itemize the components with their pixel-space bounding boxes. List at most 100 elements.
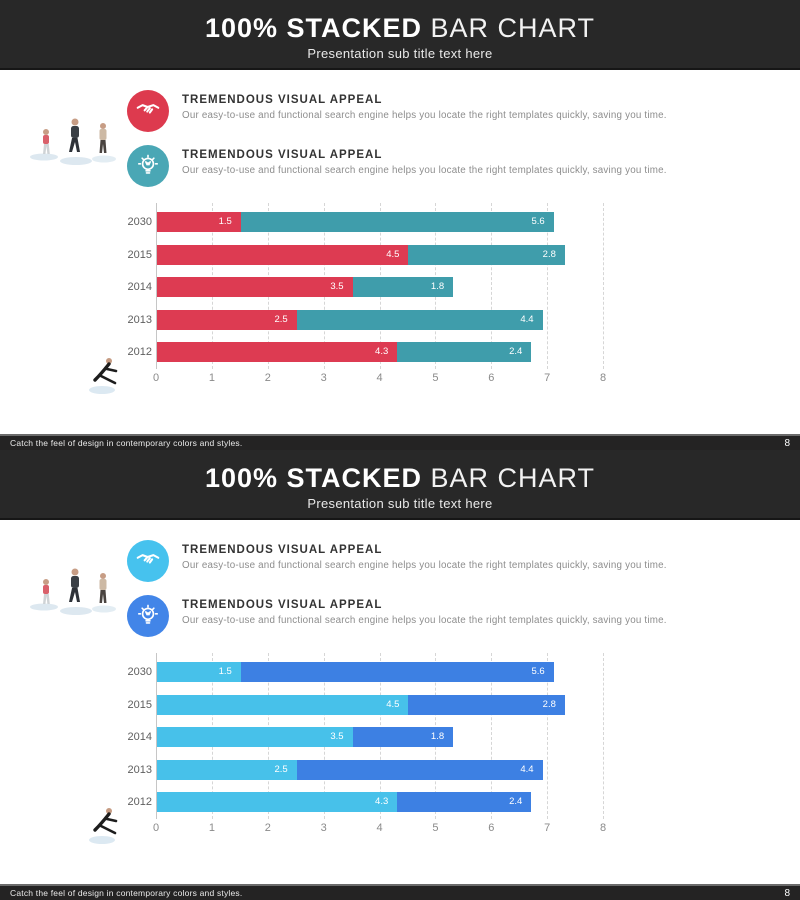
feature-title: TREMENDOUS VISUAL APPEAL (182, 94, 383, 106)
category-label: 2014 (127, 731, 152, 743)
axis-tick-label: 2 (264, 372, 271, 384)
slide-header: 100% STACKED BAR CHART Presentation sub … (0, 450, 800, 520)
chart-plot-area: 1.5 5.6 4.5 2.8 3.5 1.8 2.5 4.4 4.3 2.4 (156, 653, 604, 819)
slide-1: 100% STACKED BAR CHART Presentation sub … (0, 0, 800, 450)
gridline (491, 653, 493, 819)
bar-value-label: 3.5 (330, 281, 344, 292)
feature-title: TREMENDOUS VISUAL APPEAL (182, 149, 383, 161)
bar-row: 1.5 5.6 (157, 662, 604, 682)
category-label: 2012 (127, 796, 152, 808)
axis-tick-label: 1 (208, 372, 215, 384)
page-number: 8 (784, 887, 790, 899)
slide-footer: Catch the feel of design in contemporary… (0, 884, 800, 900)
category-axis: 2030 2015 2014 2013 2012 (118, 203, 152, 373)
gridline (603, 203, 604, 369)
category-label: 2030 (127, 666, 152, 678)
feature-title: TREMENDOUS VISUAL APPEAL (182, 544, 383, 556)
bar-row: 3.5 1.8 (157, 277, 604, 297)
feature-text: TREMENDOUS VISUAL APPEAL Our easy-to-use… (182, 599, 682, 626)
lightbulb-icon (127, 595, 169, 637)
slide-subtitle: Presentation sub title text here (307, 46, 493, 61)
bar-segment-series-a: 4.5 (157, 694, 409, 715)
bar-row: 4.3 2.4 (157, 792, 604, 812)
axis-tick-label: 0 (152, 822, 160, 834)
stacked-bar-chart: 2030 2015 2014 2013 2012 1.5 5.6 4.5 2.8 3.5 1.8 2… (118, 653, 658, 843)
bar-segment-series-a: 4.5 (157, 244, 409, 265)
axis-tick-label: 4 (376, 822, 383, 834)
category-label: 2013 (127, 763, 152, 776)
bar-segment-series-b: 1.8 (352, 727, 454, 747)
bar-segment-series-b: 5.6 (240, 212, 554, 232)
bar-value-label: 1.5 (218, 216, 232, 227)
bar-value-label: 2.8 (542, 698, 556, 710)
feature-list: TREMENDOUS VISUAL APPEAL Our easy-to-use… (127, 88, 687, 198)
category-label: 2012 (127, 346, 152, 358)
bar-row: 2.5 4.4 (157, 759, 604, 780)
bar-segment-series-a: 4.3 (157, 342, 398, 362)
bar-value-label: 4.4 (520, 763, 534, 775)
gridline (156, 203, 157, 369)
axis-tick-label: 2 (264, 822, 271, 834)
axis-tick-label: 6 (488, 822, 495, 834)
bar-value-label: 5.6 (531, 216, 545, 227)
skater-illustration (89, 808, 118, 844)
slide-title-light: BAR CHART (430, 463, 596, 493)
slide-title-light: BAR CHART (430, 13, 596, 43)
gridline (547, 203, 549, 369)
bar-value-label: 4.5 (386, 248, 400, 260)
feature-text: TREMENDOUS VISUAL APPEAL Our easy-to-use… (182, 544, 682, 571)
bar-value-label: 4.3 (375, 796, 389, 807)
bar-segment-series-a: 4.3 (157, 792, 398, 812)
feature-item: TREMENDOUS VISUAL APPEAL Our easy-to-use… (127, 143, 687, 198)
bar-segment-series-b: 2.8 (408, 244, 565, 265)
bar-row: 4.3 2.4 (157, 342, 604, 362)
bar-segment-series-b: 4.4 (296, 759, 543, 780)
feature-item: TREMENDOUS VISUAL APPEAL Our easy-to-use… (127, 538, 687, 593)
handshake-icon (127, 90, 169, 132)
category-label: 2015 (127, 698, 152, 711)
bar-value-label: 2.5 (274, 313, 288, 325)
axis-tick-label: 4 (376, 372, 383, 384)
bar-value-label: 4.5 (386, 698, 400, 710)
axis-tick-label: 0 (152, 372, 160, 384)
feature-title: TREMENDOUS VISUAL APPEAL (182, 599, 383, 611)
axis-tick-label: 1 (208, 822, 215, 834)
bar-value-label: 3.5 (330, 731, 344, 742)
axis-tick-label: 7 (544, 372, 551, 384)
handshake-icon (127, 540, 169, 582)
bar-segment-series-b: 4.4 (296, 309, 543, 330)
bar-value-label: 1.8 (430, 731, 445, 742)
footer-note: Catch the feel of design in contemporary… (10, 438, 243, 448)
footer-note: Catch the feel of design in contemporary… (10, 888, 243, 898)
axis-tick-label: 3 (320, 372, 327, 384)
bar-row: 4.5 2.8 (157, 244, 604, 265)
bar-row: 4.5 2.8 (157, 694, 604, 715)
bar-segment-series-a: 1.5 (157, 662, 241, 682)
stacked-bar-chart: 2030 2015 2014 2013 2012 1.5 5.6 4.5 2.8 3.5 1.8 2… (118, 203, 658, 393)
bar-value-label: 2.8 (542, 248, 556, 260)
skater-illustration (89, 358, 118, 394)
bar-value-label: 1.5 (218, 666, 232, 677)
slide-subtitle: Presentation sub title text here (307, 496, 493, 511)
bar-value-label: 2.5 (274, 763, 288, 775)
feature-text: TREMENDOUS VISUAL APPEAL Our easy-to-use… (182, 94, 682, 121)
category-label: 2013 (127, 313, 152, 326)
bar-row: 2.5 4.4 (157, 309, 604, 330)
bar-segment-series-a: 2.5 (157, 759, 297, 780)
bar-segment-series-b: 2.4 (397, 792, 532, 812)
bar-segment-series-b: 2.4 (397, 342, 532, 362)
category-axis: 2030 2015 2014 2013 2012 (118, 653, 152, 823)
slide-title-bold: 100% STACKED (204, 13, 422, 43)
bar-value-label: 4.4 (520, 313, 534, 325)
bar-row: 1.5 5.6 (157, 212, 604, 232)
gridline (491, 203, 493, 369)
people-illustration (30, 568, 116, 615)
value-axis: 0 1 2 3 4 5 6 7 8 (152, 372, 606, 388)
axis-tick-label: 7 (544, 822, 551, 834)
gridline (156, 653, 157, 819)
feature-body: Our easy-to-use and functional search en… (182, 560, 667, 571)
slide-title-bold: 100% STACKED (204, 463, 422, 493)
axis-tick-label: 5 (432, 372, 439, 384)
feature-body: Our easy-to-use and functional search en… (182, 110, 667, 121)
